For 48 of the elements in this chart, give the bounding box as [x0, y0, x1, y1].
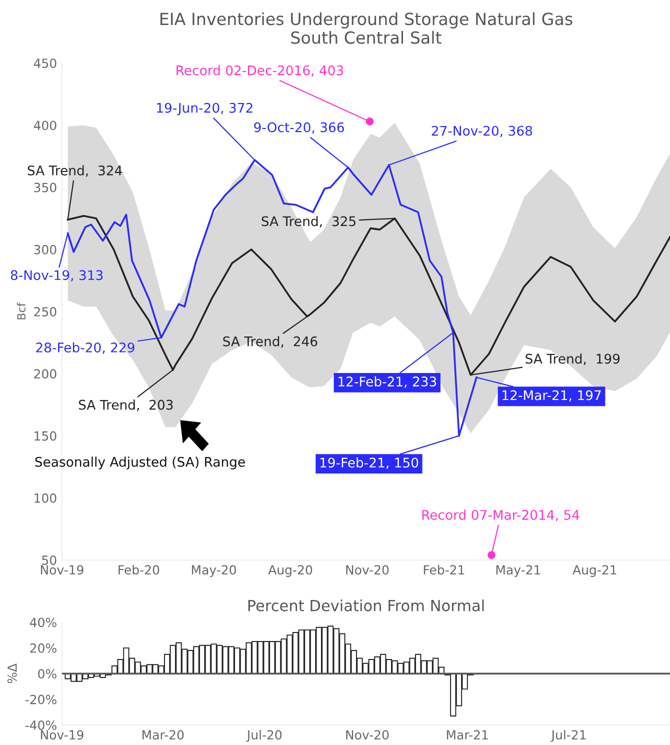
y-axis-title: %Δ — [7, 664, 17, 684]
annotation: 12-Mar-21, 197 — [502, 390, 601, 402]
annotation: 28-Feb-20, 229 — [36, 342, 134, 354]
y-tick-label: 350 — [34, 182, 56, 192]
y-tick-label: 100 — [34, 493, 56, 503]
x-tick-label: May-20 — [192, 565, 236, 577]
x-tick-label: Aug-21 — [572, 565, 616, 577]
y-tick-label: 400 — [34, 120, 56, 130]
x-tick-label: Aug-20 — [268, 565, 312, 577]
x-tick-label: Mar-21 — [446, 730, 488, 740]
y-tick-label: -40% — [25, 720, 56, 730]
x-tick-label: Jul-21 — [550, 730, 586, 742]
y-tick-label: -20% — [25, 694, 56, 704]
chart-title: Percent Deviation From Normal — [248, 600, 484, 612]
y-tick-label: 200 — [34, 369, 56, 379]
annotation: 12-Feb-21, 233 — [338, 376, 436, 388]
annotation: 19-Feb-21, 150 — [320, 457, 418, 469]
y-tick-label: 150 — [34, 431, 56, 441]
annotation: Record 02-Dec-2016, 403 — [176, 65, 344, 77]
x-tick-label: Nov-19 — [40, 730, 84, 740]
x-tick-label: May-21 — [496, 565, 540, 577]
y-tick-label: 50 — [42, 555, 56, 565]
annotation: Seasonally Adjusted (SA) Range — [35, 456, 245, 470]
y-tick-label: 250 — [34, 307, 56, 316]
chart-title: EIA Inventories Underground Storage Natural Gas South Central Salt — [160, 12, 572, 44]
annotation: 27-Nov-20, 368 — [432, 126, 532, 138]
annotation: 19-Jun-20, 372 — [157, 102, 252, 116]
annotation: SA Trend, 199 — [526, 354, 620, 366]
x-tick-label: Nov-20 — [346, 565, 389, 575]
annotation: SA Trend, 325 — [262, 216, 356, 228]
annotation: Record 07-Mar-2014, 54 — [422, 510, 580, 522]
annotation: SA Trend, 246 — [223, 336, 318, 348]
y-tick-label: 450 — [34, 58, 56, 68]
annotation: 8-Nov-19, 313 — [10, 270, 103, 282]
y-tick-label: 300 — [34, 244, 56, 254]
y-axis-title: Bcf — [16, 302, 26, 320]
annotation: 9-Oct-20, 366 — [254, 122, 344, 134]
annotation: SA Trend, 324 — [28, 165, 122, 177]
x-tick-label: Mar-20 — [142, 730, 184, 740]
annotation: SA Trend, 203 — [78, 400, 173, 412]
y-tick-label: 0% — [38, 669, 56, 679]
x-tick-label: Feb-21 — [424, 564, 464, 575]
x-tick-label: Jul-20 — [246, 730, 282, 742]
x-tick-label: Feb-20 — [118, 564, 160, 575]
x-tick-label: Nov-19 — [40, 565, 84, 575]
y-tick-label: 40% — [30, 618, 56, 628]
y-tick-label: 20% — [30, 643, 56, 653]
x-tick-label: Nov-20 — [346, 730, 389, 740]
